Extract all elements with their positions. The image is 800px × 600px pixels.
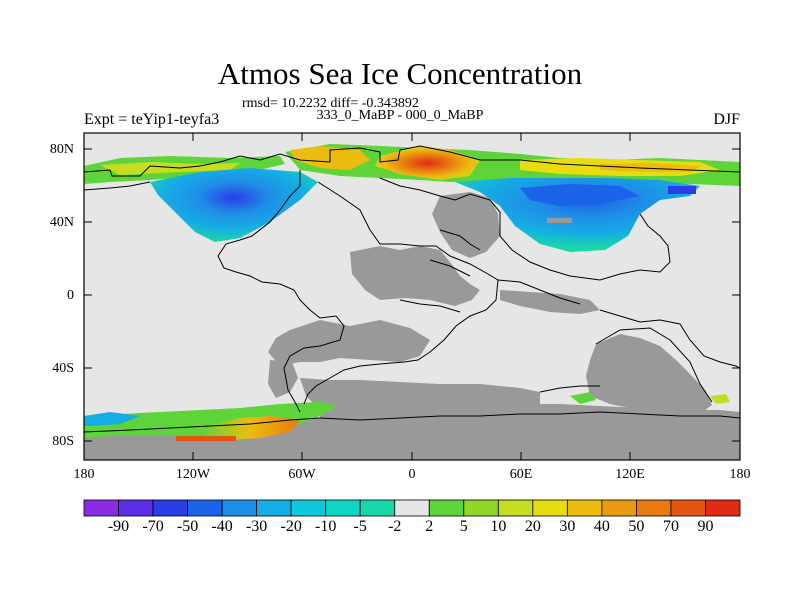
arctic-warm-core [375, 146, 480, 180]
colorbar-swatch [187, 499, 223, 517]
colorbar-tick-label: -5 [353, 518, 367, 535]
colorbar-swatch [601, 499, 637, 517]
land-central-west [350, 246, 480, 306]
coastlines [84, 145, 740, 433]
colorbar-tick-label: -10 [315, 518, 337, 535]
land-mid-south [268, 320, 430, 366]
colorbar-swatch [566, 499, 603, 517]
colorbar-tick-label: 20 [524, 518, 541, 535]
colorbar-tick-label: -2 [388, 518, 402, 535]
land-east-continent [586, 334, 712, 414]
south-ice-small [570, 392, 596, 404]
lon-label-0: 0 [408, 467, 416, 482]
lat-label-0: 0 [67, 288, 74, 303]
basin-land-spot [547, 218, 572, 223]
colorbar-swatch [152, 499, 188, 517]
colorbar-tick-label: -30 [245, 518, 268, 535]
colorbar-tick-label: 50 [628, 518, 645, 535]
colorbar-swatch [394, 499, 430, 517]
land-central-north [432, 192, 500, 258]
plot-title: Atmos Sea Ice Concentration [217, 56, 583, 91]
period-subtitle: 333_0_MaBP - 000_0_MaBP [316, 108, 484, 123]
lon-label-120e: 120E [615, 467, 645, 482]
colorbar-swatch [532, 499, 568, 517]
colorbar-tick-label: 10 [490, 518, 507, 535]
colorbar-swatch [428, 499, 465, 517]
north-basin-west [150, 168, 318, 242]
colorbar-tick-label: 40 [593, 518, 610, 535]
experiment-label: Expt = teYip1-teyfa3 [84, 111, 220, 128]
colorbar-swatch [705, 499, 741, 517]
colorbar-swatch [256, 499, 292, 517]
lat-label-80n: 80N [49, 142, 74, 157]
colorbar-swatch [118, 499, 154, 517]
colorbar-tick-label: 2 [425, 518, 434, 535]
colorbar-swatch [636, 499, 672, 517]
colorbar-swatch [359, 499, 396, 517]
colorbar-swatch [290, 499, 327, 517]
land-southern-ridge [320, 402, 740, 424]
lat-label-40s: 40S [52, 361, 74, 376]
lon-label-180e: 180 [729, 467, 751, 482]
colorbar-tick-label: 70 [662, 518, 679, 535]
land-west-coast [268, 360, 298, 398]
south-ice-small-east [710, 394, 730, 404]
lon-label-180w: 180 [73, 467, 95, 482]
basin-blue-patch [668, 186, 696, 194]
south-ice-red [176, 436, 236, 441]
colorbar-swatch [463, 499, 499, 517]
rmsd-diff-stats: rmsd= 10.2232 diff= -0.343892 [242, 96, 419, 111]
colorbar-swatch [83, 499, 119, 517]
colorbar-tick-label: 90 [697, 518, 714, 535]
land-east-strip [500, 290, 600, 314]
colorbar-tick-label: -20 [280, 518, 302, 535]
colorbar-tick-label: 30 [559, 518, 576, 535]
lat-label-40n: 40N [49, 215, 74, 230]
north-basin-east [455, 178, 700, 252]
colorbar-swatch [221, 499, 258, 517]
lon-label-60w: 60W [288, 467, 316, 482]
colorbar-tick-label: -40 [211, 518, 233, 535]
lon-label-120w: 120W [175, 467, 211, 482]
colorbar-tick-label: 5 [459, 518, 468, 535]
north-basin-east-core [520, 184, 640, 206]
season-label: DJF [713, 111, 740, 128]
lat-label-80s: 80S [52, 434, 74, 449]
lon-label-60e: 60E [509, 467, 533, 482]
colorbar-tick-label: -50 [176, 518, 199, 535]
south-ice-blue [84, 412, 140, 426]
colorbar-swatch [670, 499, 706, 517]
colorbar-tick-label: -70 [142, 518, 164, 535]
colorbar-tick-label: -90 [107, 518, 130, 535]
colorbar-swatch [325, 499, 361, 517]
colorbar-swatch [497, 499, 534, 517]
map-frame [83, 132, 741, 461]
